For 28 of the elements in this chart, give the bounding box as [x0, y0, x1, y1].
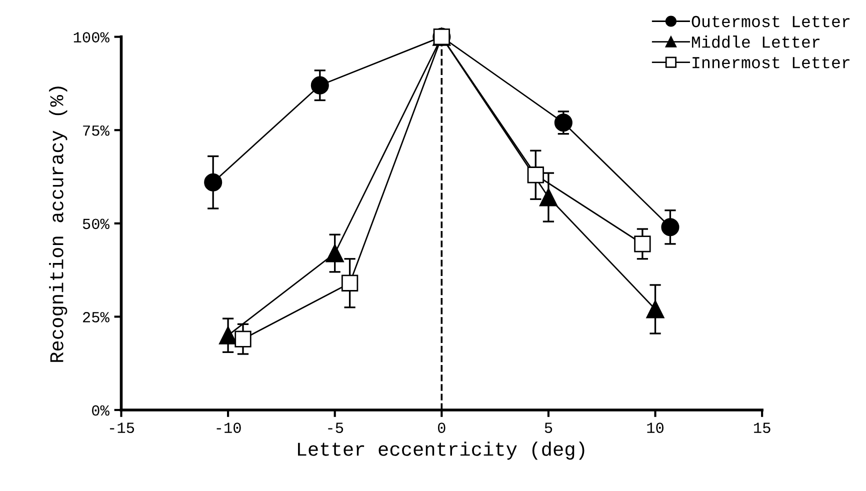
y-tick-label: 25%	[83, 312, 110, 322]
point	[310, 76, 329, 94]
point	[204, 173, 222, 192]
x-tick-label: 0	[438, 422, 446, 434]
x-tick-label: -5	[328, 422, 344, 434]
point	[234, 330, 252, 348]
x-tick-label: 10	[647, 422, 664, 434]
y-axis-title: Recognition accuracy (%)	[49, 86, 68, 362]
y-tick-label: 50%	[82, 218, 110, 230]
point	[326, 244, 344, 262]
point	[554, 114, 572, 132]
y-tick-label: 100%	[74, 32, 110, 43]
point	[527, 166, 544, 184]
x-tick-label: 15	[754, 422, 770, 434]
x-tick-label: -15	[110, 422, 134, 434]
y-tick-label: 75%	[83, 126, 110, 136]
point	[341, 274, 358, 292]
point	[661, 218, 680, 236]
legend-label: Middle Letter	[692, 36, 820, 48]
point	[539, 188, 558, 206]
point	[634, 236, 651, 252]
legend-label: Outermost Letter	[692, 16, 850, 28]
y-tick-label: 0%	[92, 405, 110, 416]
point	[646, 300, 664, 318]
x-tick-label: 5	[544, 422, 552, 434]
legend-label: Innermost Letter	[692, 57, 850, 68]
x-tick-label: -10	[216, 422, 241, 434]
x-axis-title: Letter eccentricity (deg)	[298, 442, 584, 460]
